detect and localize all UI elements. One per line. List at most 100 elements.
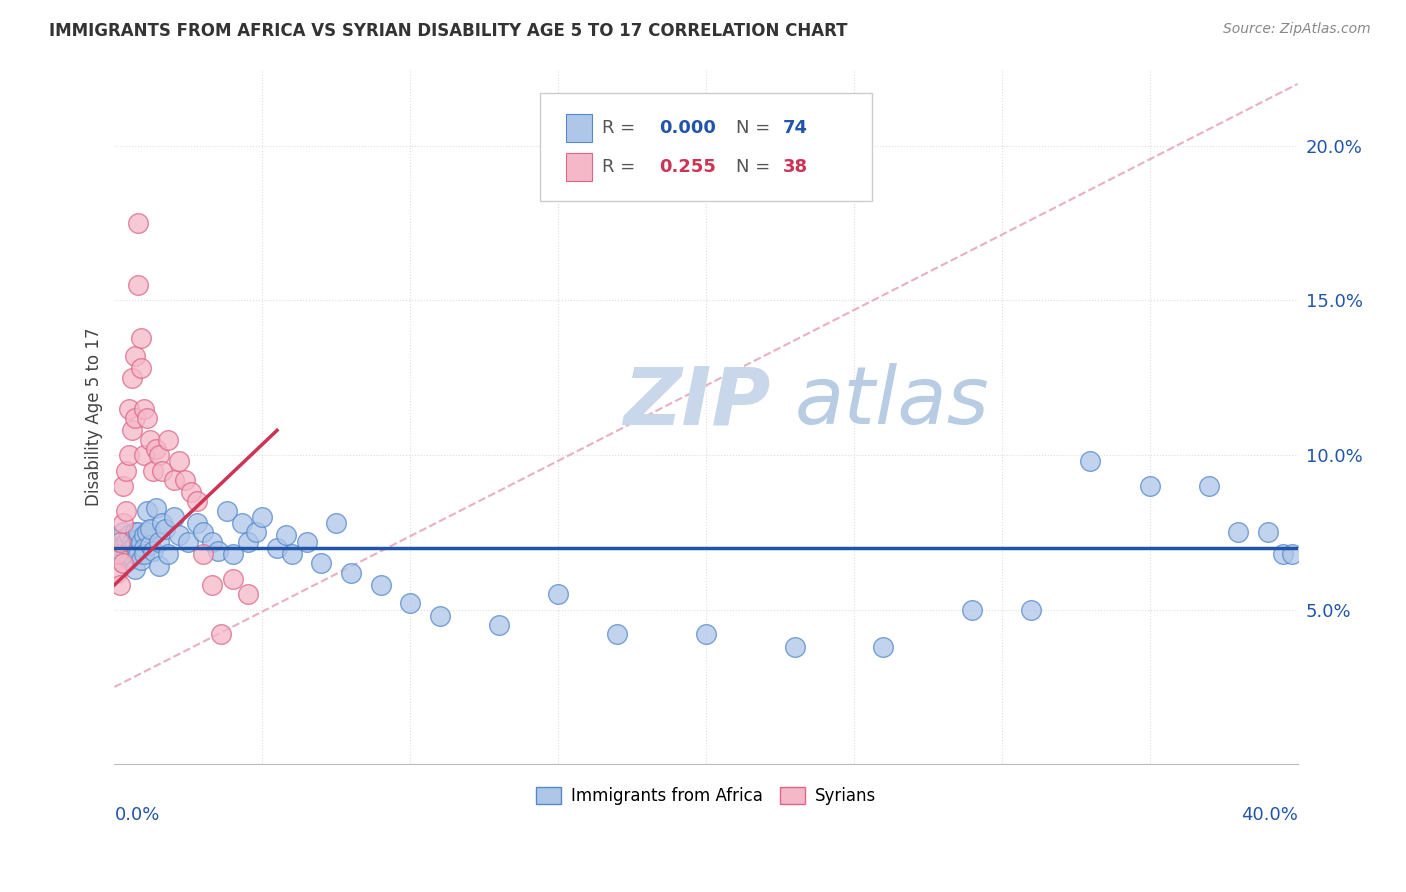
Point (129, 534, 152, 549)
Point (129, 361, 152, 376)
Point (132, 448, 155, 462)
Point (115, 547, 138, 561)
Point (1021, 602, 1043, 616)
Point (129, 553, 152, 567)
FancyBboxPatch shape (540, 93, 872, 201)
Point (295, 534, 318, 549)
Point (112, 525, 135, 540)
Point (783, 640, 806, 654)
Point (112, 479, 135, 493)
Point (124, 349, 146, 363)
Point (252, 509, 274, 524)
Point (124, 411, 146, 425)
Point (145, 442, 167, 456)
Point (129, 330, 152, 344)
Point (124, 525, 146, 540)
Point (121, 423, 143, 437)
Point (121, 541, 143, 555)
Point (207, 544, 229, 558)
Point (124, 562, 146, 576)
Point (340, 566, 363, 580)
Point (136, 525, 159, 540)
Legend: Immigrants from Africa, Syrians: Immigrants from Africa, Syrians (530, 780, 883, 812)
Text: 74: 74 (783, 119, 808, 136)
Point (118, 544, 141, 558)
Point (429, 608, 451, 623)
Point (162, 509, 184, 524)
Point (215, 504, 238, 518)
Text: 0.0%: 0.0% (114, 806, 160, 824)
Text: N =: N = (735, 158, 776, 177)
Point (121, 550, 143, 565)
Text: 38: 38 (783, 158, 808, 177)
Point (174, 473, 197, 487)
Point (153, 522, 176, 536)
Point (191, 547, 214, 561)
Point (105, 566, 128, 580)
Text: N =: N = (735, 119, 776, 136)
Text: Source: ZipAtlas.com: Source: ZipAtlas.com (1223, 22, 1371, 37)
Point (399, 597, 422, 611)
Point (115, 463, 138, 477)
Text: 40.0%: 40.0% (1240, 806, 1298, 824)
Point (150, 516, 173, 530)
Point (139, 433, 162, 447)
Point (274, 528, 297, 542)
Point (180, 485, 202, 500)
Point (695, 627, 717, 641)
FancyBboxPatch shape (567, 114, 592, 142)
Point (127, 216, 149, 230)
Point (960, 602, 983, 616)
Point (311, 556, 333, 570)
Point (132, 528, 155, 542)
Text: 0.255: 0.255 (658, 158, 716, 177)
Point (110, 578, 132, 592)
Point (488, 618, 510, 632)
Point (266, 541, 288, 555)
Point (150, 463, 173, 477)
FancyBboxPatch shape (567, 153, 592, 181)
Point (236, 587, 259, 601)
Point (118, 528, 141, 542)
Point (186, 494, 208, 508)
Point (110, 534, 132, 549)
Point (112, 538, 135, 552)
Point (325, 516, 347, 530)
Point (110, 532, 132, 546)
Point (191, 525, 214, 540)
Point (156, 433, 179, 447)
Point (1198, 479, 1220, 493)
Point (177, 534, 200, 549)
Text: R =: R = (602, 158, 641, 177)
Point (370, 578, 392, 592)
Point (115, 534, 138, 549)
Point (121, 370, 143, 384)
Point (132, 547, 155, 561)
Point (1227, 525, 1250, 540)
Point (606, 627, 628, 641)
Point (112, 516, 135, 530)
Point (148, 559, 170, 574)
Point (118, 553, 141, 567)
Point (132, 401, 155, 416)
Point (1271, 547, 1294, 561)
Point (110, 547, 132, 561)
Point (136, 411, 159, 425)
Point (139, 538, 162, 552)
Point (186, 516, 208, 530)
Point (245, 525, 267, 540)
Point (139, 522, 162, 536)
Point (136, 504, 159, 518)
Point (231, 516, 253, 530)
Text: IMMIGRANTS FROM AFRICA VS SYRIAN DISABILITY AGE 5 TO 17 CORRELATION CHART: IMMIGRANTS FROM AFRICA VS SYRIAN DISABIL… (49, 22, 848, 40)
Point (236, 534, 259, 549)
Point (201, 534, 224, 549)
Point (162, 473, 184, 487)
Point (222, 572, 245, 586)
Point (112, 556, 135, 570)
Point (209, 627, 232, 641)
Point (127, 277, 149, 292)
Text: atlas: atlas (794, 363, 990, 442)
Point (872, 640, 894, 654)
Point (156, 547, 179, 561)
